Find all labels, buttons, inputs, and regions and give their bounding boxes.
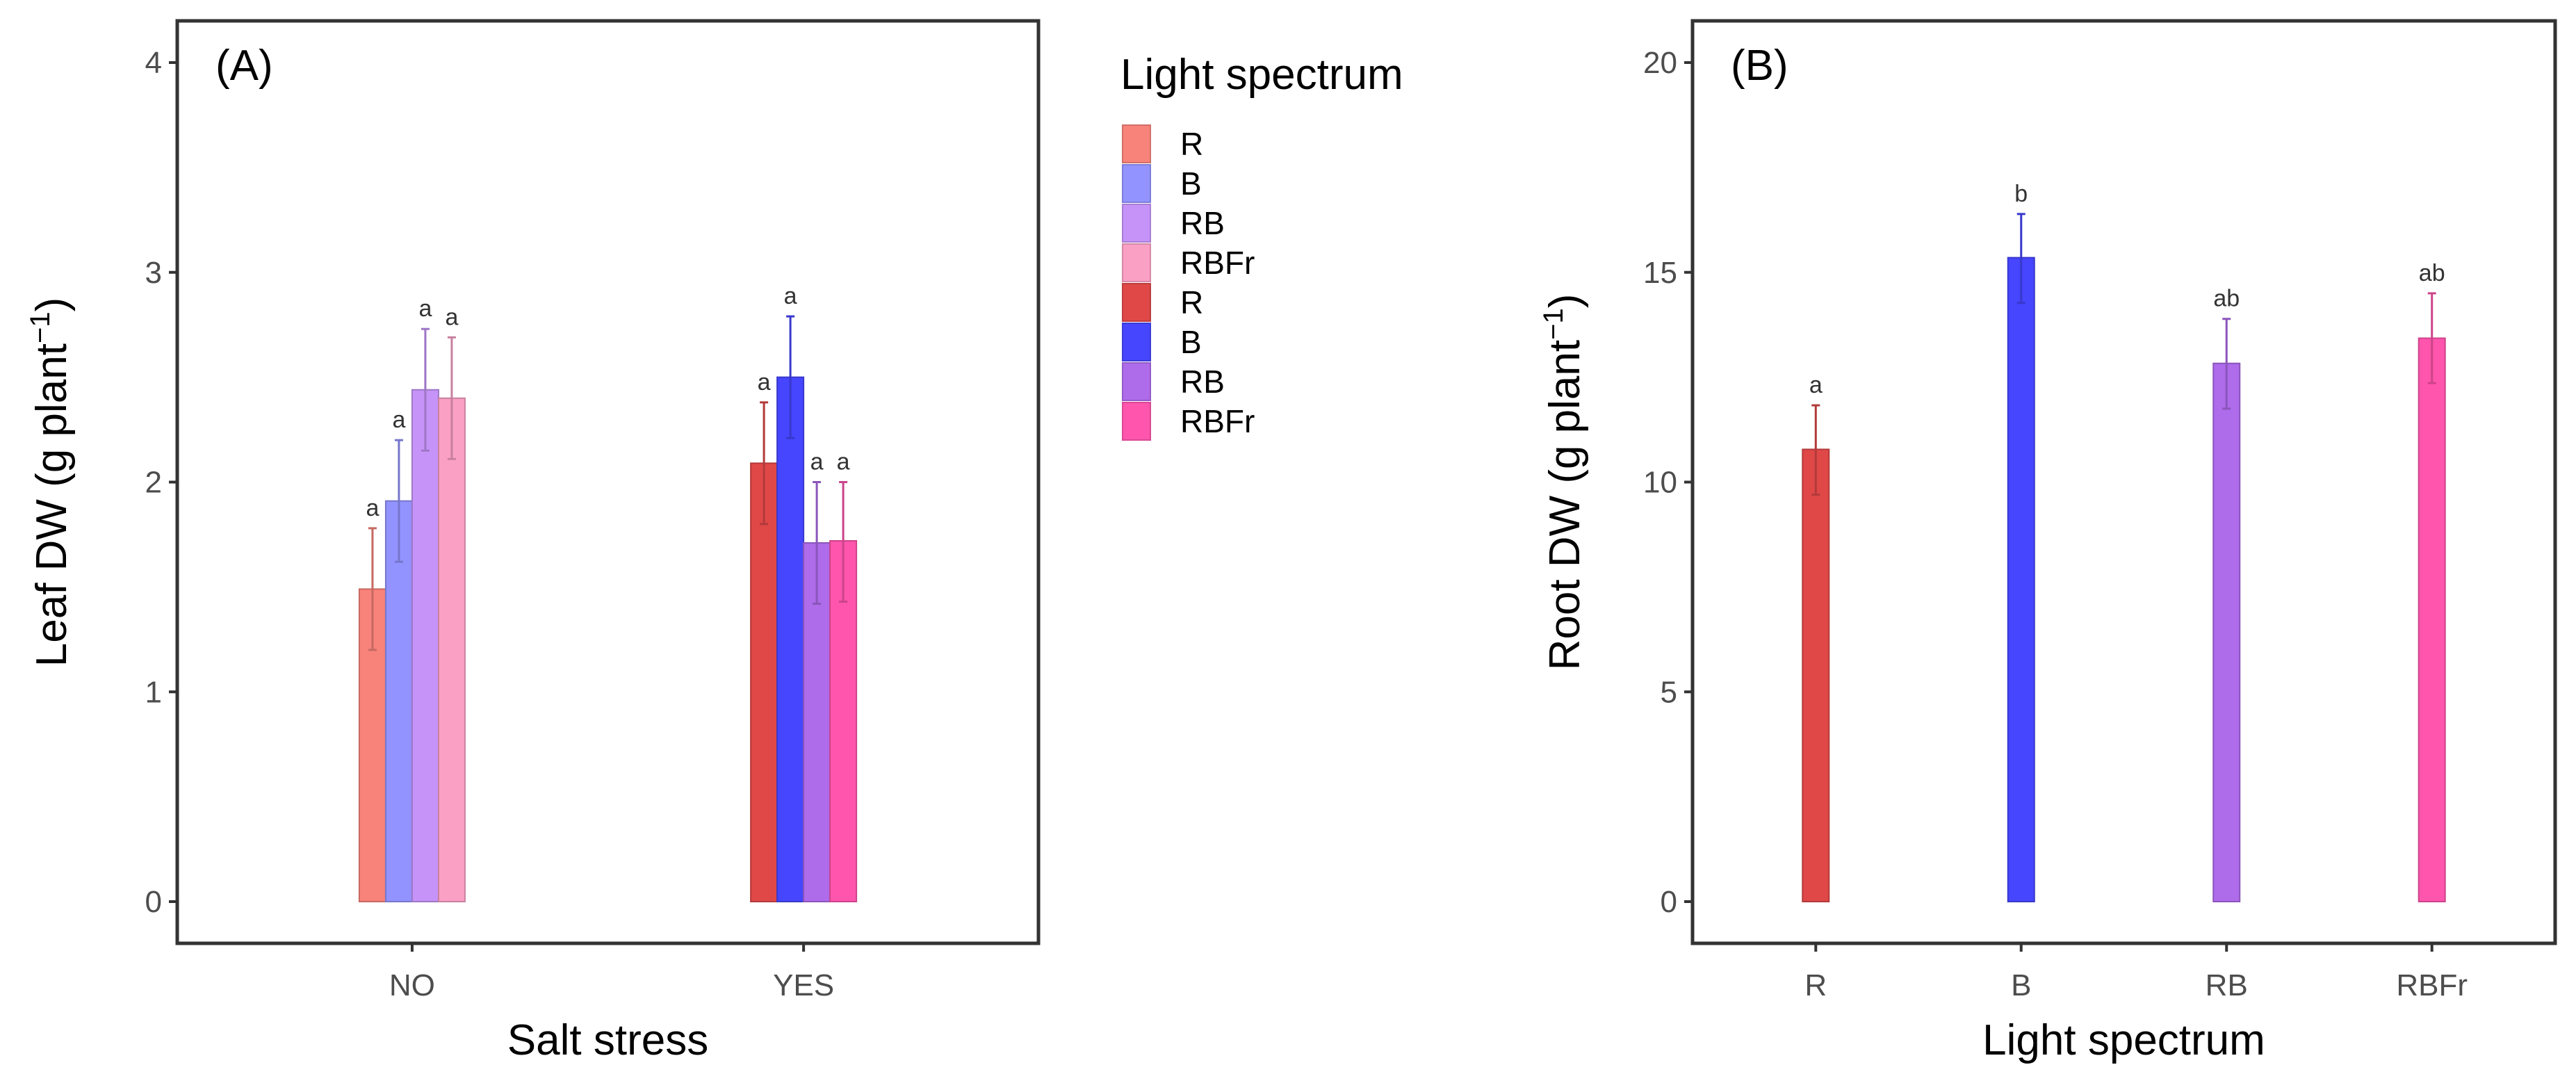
significance-letter: b: [2014, 181, 2028, 207]
y-tick-label: 3: [145, 256, 162, 290]
bar-rb: [411, 389, 439, 902]
bar-r: [1802, 448, 1830, 902]
significance-letter: a: [1809, 372, 1823, 398]
legend-label: RB: [1180, 364, 1225, 400]
legend-swatch-rbfr: [1122, 243, 1151, 282]
significance-letter: a: [810, 449, 824, 475]
legend-label: R: [1180, 126, 1203, 162]
legend-label: RB: [1180, 205, 1225, 241]
plot-border: [1690, 19, 2557, 945]
legend-label: RBFr: [1180, 403, 1255, 439]
y-axis-title: Leaf DW (g plant−1): [25, 298, 76, 667]
significance-letter: a: [366, 495, 379, 521]
bar-b: [2007, 257, 2035, 902]
panel-a: 0 1 2 3 4 NO YES Salt stress Leaf DW (g plant−1)…: [25, 19, 1041, 1064]
x-tick-label: NO: [389, 968, 435, 1002]
legend-label: R: [1180, 284, 1203, 320]
y-tick-label: 10: [1643, 466, 1677, 500]
legend-swatch-r: [1122, 124, 1151, 163]
panel-label: (A): [215, 42, 273, 90]
bar-r: [750, 462, 778, 902]
significance-letter: a: [758, 369, 771, 396]
y-tick-label: 5: [1661, 675, 1677, 709]
y-tick-label: 15: [1643, 256, 1677, 290]
significance-letter: a: [445, 304, 458, 330]
significance-letter: ab: [2213, 286, 2240, 312]
legend-swatch-r: [1122, 283, 1151, 322]
y-tick-label: 1: [145, 675, 162, 709]
bar-rbfr: [437, 397, 466, 902]
plot-border: [175, 19, 1041, 945]
legend-swatch-rb: [1122, 204, 1151, 243]
y-tick-label: 0: [1661, 885, 1677, 919]
significance-letter: a: [837, 449, 850, 475]
legend-label: RBFr: [1180, 245, 1255, 281]
bar-b: [776, 376, 805, 902]
y-tick-label: 2: [145, 466, 162, 500]
x-tick-label: R: [1804, 968, 1827, 1002]
significance-letter: a: [392, 407, 405, 433]
bar-rb: [2212, 362, 2241, 902]
x-axis-title: Salt stress: [507, 1016, 708, 1064]
significance-letter: a: [784, 283, 797, 309]
bar-rbfr: [2418, 337, 2446, 902]
x-tick-label: YES: [773, 968, 834, 1002]
y-tick-label: 4: [145, 46, 162, 80]
x-tick-label: RBFr: [2396, 968, 2468, 1002]
legend-swatch-b: [1122, 323, 1151, 361]
legend-swatch-rbfr: [1122, 402, 1151, 441]
legend-label: B: [1180, 165, 1202, 202]
legend-title: Light spectrum: [1120, 51, 1403, 99]
legend-label: B: [1180, 324, 1202, 360]
panel-label: (B): [1731, 42, 1788, 90]
legend-swatch-rb: [1122, 362, 1151, 401]
significance-letter: ab: [2419, 260, 2445, 286]
x-tick-label: B: [2011, 968, 2031, 1002]
x-axis-title: Light spectrum: [1982, 1016, 2265, 1064]
significance-letter: a: [418, 295, 432, 322]
y-axis-title: Root DW (g plant−1): [1538, 294, 1589, 671]
y-tick-label: 0: [145, 885, 162, 919]
x-tick-label: RB: [2206, 968, 2248, 1002]
y-tick-label: 20: [1643, 46, 1677, 80]
legend-swatch-b: [1122, 164, 1151, 203]
